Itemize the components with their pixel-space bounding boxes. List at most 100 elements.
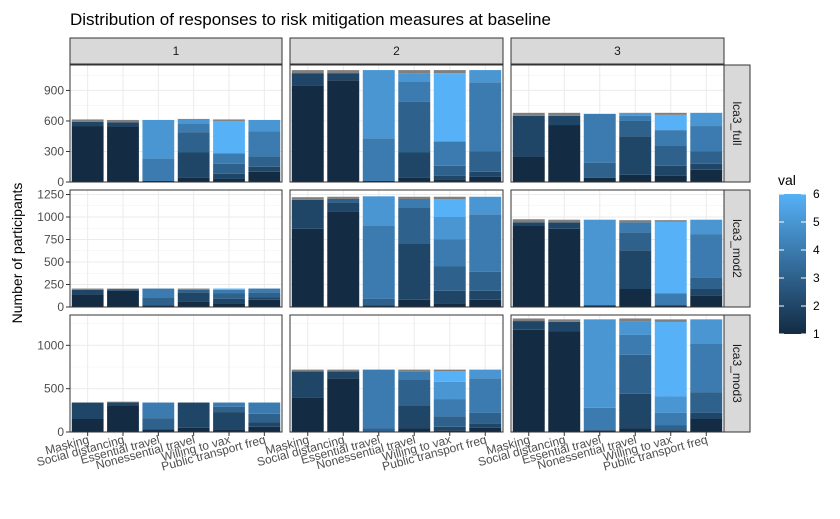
col-facet-label: 3 (614, 44, 621, 58)
bar-segment (291, 73, 324, 86)
bar-public-transport-freq (248, 288, 281, 307)
bar-social-distancing (327, 196, 360, 307)
bar-segment (654, 130, 687, 146)
bar-essential-travel (362, 196, 395, 307)
bar-segment (690, 126, 723, 152)
bar-segment (398, 177, 431, 182)
bar-segment (690, 343, 723, 393)
bar-segment (583, 319, 616, 408)
bar-segment (654, 305, 687, 307)
bar-segment (469, 423, 502, 428)
bar-segment (327, 202, 360, 212)
bar-segment (142, 305, 175, 307)
bar-segment (583, 162, 616, 178)
legend-tick-label: 3 (813, 271, 820, 285)
panel-background (70, 190, 282, 307)
bar-segment (248, 402, 281, 414)
bar-segment (177, 301, 210, 307)
bar-segment (71, 288, 104, 290)
bar-segment (177, 132, 210, 153)
bar-segment (654, 175, 687, 182)
bar-segment (619, 318, 652, 322)
bar-segment (362, 226, 395, 299)
bar-segment (213, 163, 245, 174)
bar-segment (690, 289, 723, 296)
bar-segment (469, 271, 502, 291)
bar-segment (327, 80, 360, 182)
bar-segment (213, 153, 245, 164)
row-facet-strip (723, 189, 751, 308)
bar-segment (690, 295, 723, 307)
bar-segment (213, 119, 245, 121)
bar-segment (469, 176, 502, 182)
bar-segment (327, 199, 360, 203)
bar-segment (213, 429, 245, 432)
bar-segment (512, 112, 545, 116)
bar-segment (690, 277, 723, 289)
bar-segment (142, 158, 175, 181)
bar-nonessential-travel (398, 70, 431, 182)
bar-segment (398, 73, 431, 82)
bar-segment (71, 289, 104, 295)
bar-segment (327, 211, 360, 307)
facet-panels: 1 2 3 lca3_full 0 300 600 900 lca3_mod2 0 250 500 75… (35, 37, 751, 474)
bar-segment (248, 422, 281, 427)
panel-border (289, 189, 504, 308)
bar-masking (71, 288, 104, 307)
bar-nonessential-travel (619, 318, 652, 432)
panel-border (69, 189, 283, 308)
bar-segment (433, 165, 466, 176)
panel-background (290, 315, 503, 432)
col-facet-label: 1 (173, 44, 180, 58)
bar-segment (654, 145, 687, 166)
bar-segment (291, 371, 324, 398)
bar-segment (291, 70, 324, 74)
bar-segment (213, 402, 245, 407)
bar-willing-to-vax (433, 196, 466, 307)
bar-essential-travel (142, 119, 175, 182)
panel-background (511, 315, 724, 432)
bar-segment (248, 292, 281, 298)
bar-segment (583, 113, 616, 163)
bar-segment (71, 121, 104, 127)
bar-segment (398, 244, 431, 300)
bar-segment (107, 122, 139, 127)
bar-segment (213, 178, 245, 182)
bar-segment (248, 288, 281, 293)
legend-colorbar (779, 194, 806, 334)
bar-segment (469, 82, 502, 152)
panel-border (289, 64, 504, 183)
bar-segment (177, 289, 210, 293)
bar-segment (654, 220, 687, 222)
bar-segment (619, 289, 652, 307)
bar-segment (512, 222, 545, 226)
bar-segment (213, 406, 245, 413)
bar-segment (583, 219, 616, 306)
legend-tick-label: 5 (813, 215, 820, 229)
bar-segment (469, 151, 502, 172)
bar-willing-to-vax (213, 402, 245, 432)
bar-segment (583, 430, 616, 432)
bar-segment (177, 288, 210, 290)
bar-segment (362, 298, 395, 306)
panel-background (511, 65, 724, 182)
bar-segment (142, 288, 175, 298)
bar-public-transport-freq (690, 112, 723, 182)
bar-segment (248, 156, 281, 167)
bar-segment (107, 288, 139, 290)
bar-segment (433, 70, 466, 74)
bar-segment (690, 392, 723, 413)
bar-segment (327, 371, 360, 379)
bar-segment (107, 119, 139, 123)
bar-segment (362, 138, 395, 181)
panel-border (510, 314, 725, 433)
bar-segment (107, 401, 139, 403)
legend-ticks: 6 5 4 3 2 1 (779, 187, 820, 341)
bar-segment (291, 397, 324, 432)
bar-segment (619, 334, 652, 355)
bar-segment (291, 369, 324, 372)
bar-segment (654, 412, 687, 426)
bar-segment (71, 419, 104, 432)
bar-segment (690, 169, 723, 182)
bar-segment (398, 196, 431, 199)
